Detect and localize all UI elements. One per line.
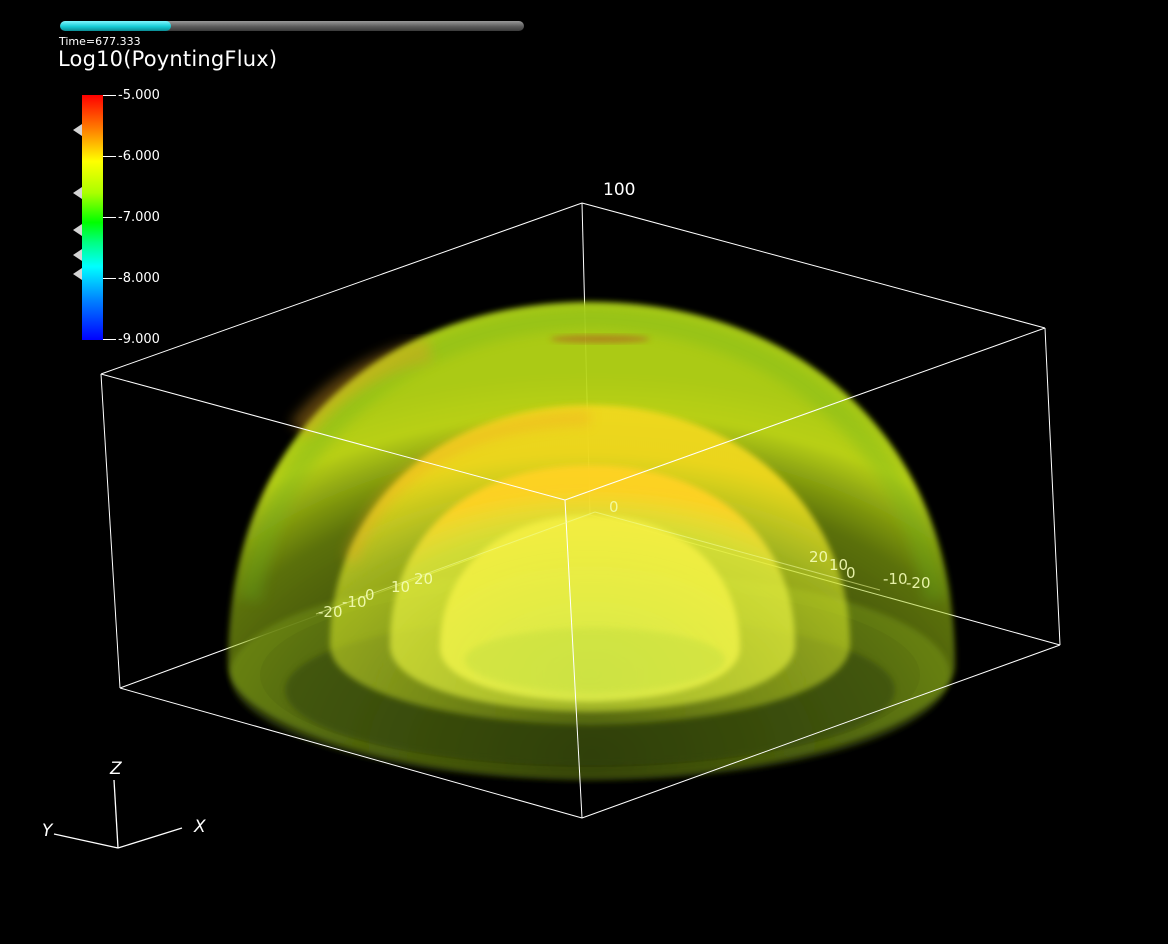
colorbar-label: -8.000 bbox=[118, 271, 160, 286]
tick-label: -10 bbox=[342, 593, 367, 611]
tick-label: -20 bbox=[906, 574, 931, 592]
bounding-box-front bbox=[100, 327, 1061, 819]
tick-label: 0 bbox=[365, 586, 375, 604]
tick-label: -10 bbox=[883, 570, 908, 588]
triad-z-label: Z bbox=[109, 759, 122, 779]
tick-label: 0 bbox=[846, 564, 856, 582]
axis-triad: Z X Y bbox=[42, 759, 206, 849]
tick-label: 10 bbox=[829, 556, 848, 574]
time-slider-fill bbox=[60, 21, 172, 31]
transfer-function-marker[interactable] bbox=[73, 224, 82, 236]
tick-label: -20 bbox=[318, 603, 343, 621]
colorbar-tick bbox=[103, 339, 116, 340]
colorbar bbox=[82, 95, 103, 340]
transfer-function-marker[interactable] bbox=[73, 249, 82, 261]
variable-title: Log10(PoyntingFlux) bbox=[58, 47, 278, 71]
axis-ticks-right: 20 10 0 -10 -20 bbox=[809, 548, 931, 592]
colorbar-tick bbox=[103, 217, 116, 218]
colorbar-tick bbox=[103, 156, 116, 157]
tick-label: 10 bbox=[391, 578, 410, 596]
internal-axes bbox=[315, 511, 881, 615]
tick-label: 20 bbox=[414, 570, 433, 588]
volume-rendering bbox=[228, 302, 955, 780]
tick-label: 20 bbox=[809, 548, 828, 566]
transfer-function-marker[interactable] bbox=[73, 187, 82, 199]
colorbar-label: -9.000 bbox=[118, 332, 160, 347]
time-slider[interactable] bbox=[60, 21, 524, 31]
colorbar-label: -6.000 bbox=[118, 149, 160, 164]
triad-y-label: Y bbox=[42, 821, 54, 841]
box-zmax-label: 100 bbox=[603, 180, 635, 200]
colorbar-label: -5.000 bbox=[118, 88, 160, 103]
axis-ticks-left: -20 -10 0 10 20 bbox=[318, 570, 433, 621]
transfer-function-marker[interactable] bbox=[73, 124, 82, 136]
colorbar-label: -7.000 bbox=[118, 210, 160, 225]
colorbar-tick bbox=[103, 278, 116, 279]
transfer-function-marker[interactable] bbox=[73, 268, 82, 280]
box-origin-label: 0 bbox=[609, 498, 619, 516]
time-label: Time=677.333 bbox=[59, 35, 141, 48]
triad-x-label: X bbox=[193, 817, 206, 837]
colorbar-tick bbox=[103, 95, 116, 96]
